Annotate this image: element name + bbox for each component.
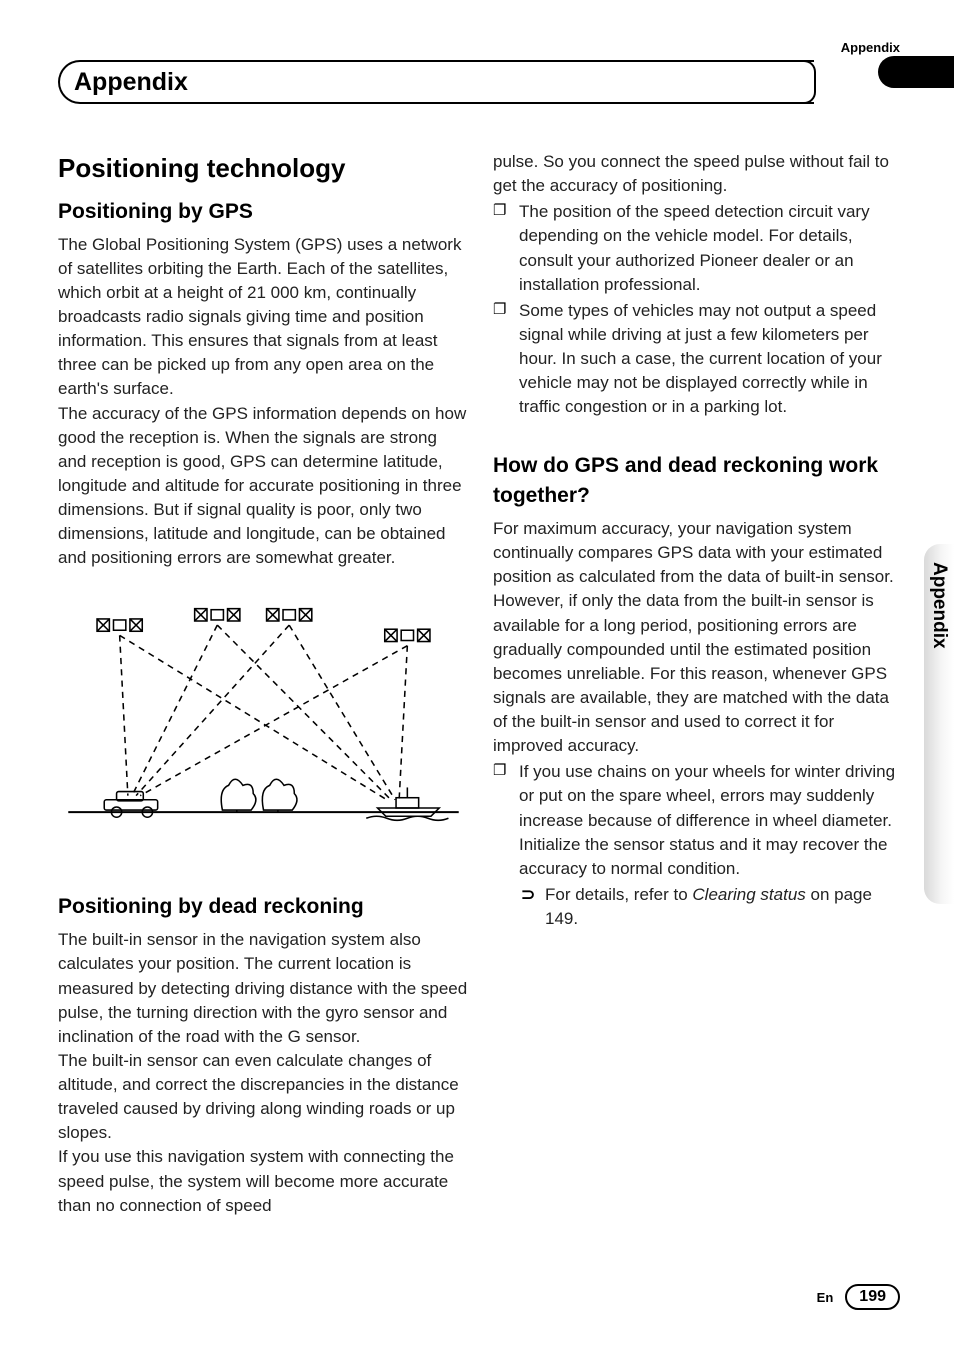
- page-number: 199: [845, 1284, 900, 1310]
- paragraph: If you use this navigation system with c…: [58, 1145, 469, 1217]
- gps-diagram: [58, 584, 469, 841]
- paragraph: pulse. So you connect the speed pulse wi…: [493, 150, 904, 198]
- section-header-pill: Appendix: [58, 60, 814, 104]
- heading-positioning-by-gps: Positioning by GPS: [58, 197, 469, 227]
- right-column: pulse. So you connect the speed pulse wi…: [493, 150, 904, 1218]
- page-footer: En 199: [817, 1284, 900, 1310]
- list-item: If you use chains on your wheels for win…: [493, 760, 904, 881]
- left-column: Positioning technology Positioning by GP…: [58, 150, 469, 1218]
- footer-language: En: [817, 1290, 834, 1305]
- section-title: Appendix: [74, 68, 188, 97]
- header-top-label: Appendix: [841, 40, 900, 55]
- paragraph: For maximum accuracy, your navigation sy…: [493, 517, 904, 758]
- list-item: The position of the speed detection circ…: [493, 200, 904, 297]
- corner-tab: [878, 56, 954, 88]
- side-tab-label: Appendix: [928, 562, 950, 649]
- side-tab: Appendix: [924, 544, 954, 904]
- heading-gps-dead-reckoning: How do GPS and dead reckoning work toget…: [493, 451, 904, 511]
- heading-positioning-technology: Positioning technology: [58, 150, 469, 187]
- paragraph: The built-in sensor can even calculate c…: [58, 1049, 469, 1146]
- list-item: Some types of vehicles may not output a …: [493, 299, 904, 420]
- reference-link: Clearing status: [692, 885, 805, 904]
- paragraph: The Global Positioning System (GPS) uses…: [58, 233, 469, 402]
- sub-list-item: For details, refer to Clearing status on…: [493, 883, 904, 931]
- text: For details, refer to: [545, 885, 692, 904]
- heading-dead-reckoning: Positioning by dead reckoning: [58, 892, 469, 922]
- paragraph: The built-in sensor in the navigation sy…: [58, 928, 469, 1049]
- paragraph: The accuracy of the GPS information depe…: [58, 402, 469, 571]
